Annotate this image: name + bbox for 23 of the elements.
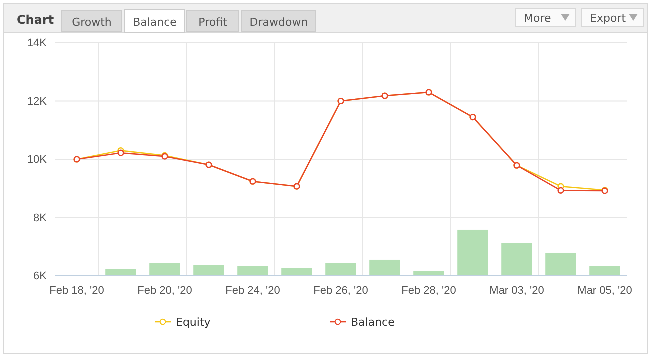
text: Balance — [133, 16, 178, 29]
y-tick-label: 10K — [27, 154, 48, 166]
text: Growth — [72, 16, 112, 29]
text: More — [524, 12, 552, 25]
y-tick-label: 12K — [27, 96, 48, 108]
point — [118, 150, 124, 156]
y-tick-label: 14K — [27, 38, 48, 50]
legend-label: Balance — [351, 316, 396, 329]
chart-title: Chart — [17, 13, 54, 27]
text: Drawdown — [250, 16, 308, 29]
x-tick-label: Feb 28, '20 — [402, 284, 456, 297]
x-tick-label: Mar 03, '20 — [490, 284, 544, 297]
x-tick-label: Feb 26, '20 — [314, 284, 368, 297]
legend-label: Equity — [176, 316, 212, 329]
text: Export — [590, 12, 627, 25]
y-tick-label: 6K — [34, 270, 48, 283]
x-tick-label: Feb 24, '20 — [226, 284, 280, 297]
x-tick-label: Mar 05, '20 — [578, 284, 632, 297]
point — [558, 187, 564, 194]
y-tick-label: 8K — [34, 212, 48, 224]
x-tick-label: Feb 20, '20 — [138, 284, 192, 297]
text: Profit — [198, 16, 228, 29]
x-tick-label: Feb 18, '20 — [50, 284, 104, 297]
